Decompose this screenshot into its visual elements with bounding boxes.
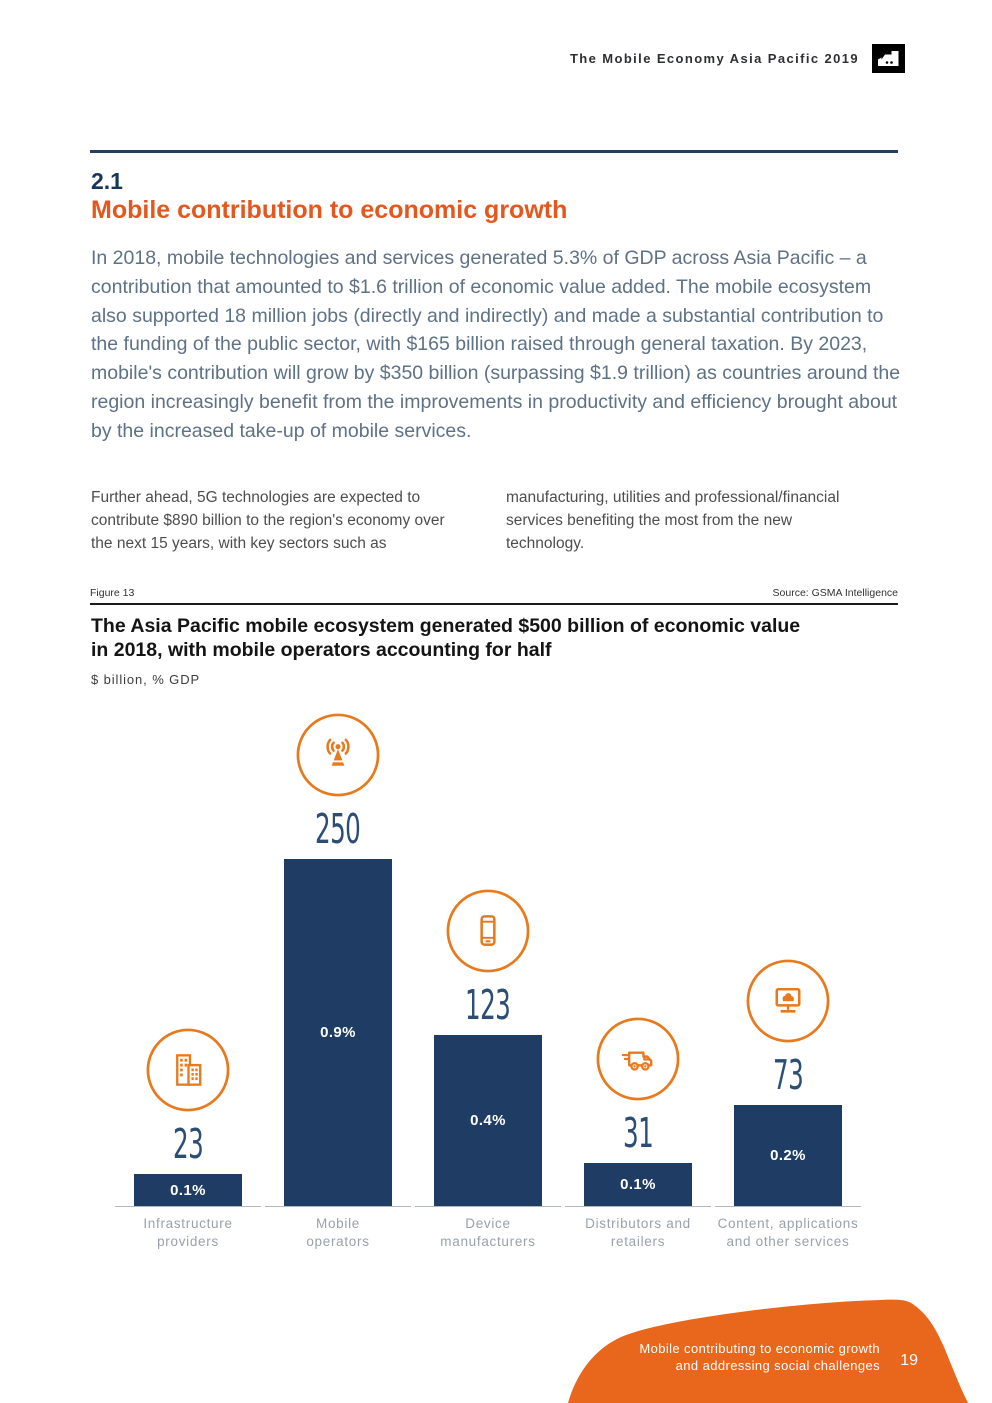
delivery-truck-icon xyxy=(595,1016,681,1102)
bar: 0.4% xyxy=(434,1035,542,1206)
chart-column: 31 0.1% Distributors and retailers xyxy=(563,705,713,1253)
gsma-logo-icon xyxy=(872,44,905,73)
page-number: 19 xyxy=(900,1352,918,1369)
figure-label: Figure 13 xyxy=(90,587,135,599)
bar: 0.1% xyxy=(584,1163,692,1206)
section-divider-rule xyxy=(90,150,898,153)
two-column-text: Further ahead, 5G technologies are expec… xyxy=(91,486,903,555)
chart-column: 123 0.4% Device manufacturers xyxy=(413,705,563,1253)
footer-caption: Mobile contributing to economic growth a… xyxy=(639,1341,880,1374)
bar-percent-label: 0.2% xyxy=(770,1147,806,1164)
figure-title-line2: in 2018, with mobile operators accountin… xyxy=(91,639,552,661)
left-column: Further ahead, 5G technologies are expec… xyxy=(91,486,461,555)
bar-value-label: 23 xyxy=(172,1120,204,1169)
building-icon xyxy=(145,1027,231,1113)
bar: 0.2% xyxy=(734,1105,842,1206)
figure-title: The Asia Pacific mobile ecosystem genera… xyxy=(91,614,800,662)
right-column-text: manufacturing, utilities and professiona… xyxy=(506,489,840,552)
footer-blob-shape xyxy=(568,1299,968,1403)
figure-header-row: Figure 13 Source: GSMA Intelligence xyxy=(90,587,898,599)
bar-percent-label: 0.1% xyxy=(170,1181,206,1199)
footer-caption-line1: Mobile contributing to economic growth xyxy=(639,1341,880,1356)
category-label: Distributors and retailers xyxy=(585,1216,691,1249)
category-label: Infrastructure providers xyxy=(143,1216,233,1249)
figure-units: $ billion, % GDP xyxy=(91,672,201,687)
category-label: Mobile operators xyxy=(306,1216,370,1249)
figure-title-line1: The Asia Pacific mobile ecosystem genera… xyxy=(91,615,801,637)
smartphone-icon xyxy=(445,888,531,974)
bar-percent-label: 0.4% xyxy=(470,1112,506,1129)
bar-percent-label: 0.1% xyxy=(620,1176,656,1193)
radio-tower-icon xyxy=(295,712,381,798)
page-header: The Mobile Economy Asia Pacific 2019 xyxy=(570,44,905,73)
bar-value-label: 123 xyxy=(465,981,511,1030)
chart-column: 250 0.9% Mobile operators xyxy=(263,705,413,1253)
bar-baseline xyxy=(415,1206,561,1207)
figure-rule xyxy=(90,603,898,605)
bar-value-label: 31 xyxy=(622,1109,654,1158)
chart-column: 73 0.2% Content, applications and other ser… xyxy=(713,705,863,1253)
bar-baseline xyxy=(265,1206,411,1207)
section-number: 2.1 xyxy=(91,168,123,194)
right-column: manufacturing, utilities and professiona… xyxy=(506,486,874,555)
bar-baseline xyxy=(115,1206,261,1207)
left-column-text: Further ahead, 5G technologies are expec… xyxy=(91,489,445,552)
footer-caption-line2: and addressing social challenges xyxy=(675,1357,880,1373)
category-label: Device manufacturers xyxy=(440,1216,536,1249)
bar: 0.1% xyxy=(134,1174,242,1206)
report-title: The Mobile Economy Asia Pacific 2019 xyxy=(569,51,859,66)
section-title: Mobile contribution to economic growth xyxy=(91,196,568,224)
bar-value-label: 250 xyxy=(315,805,361,854)
bar-baseline xyxy=(565,1206,711,1207)
category-label: Content, applications and other services xyxy=(717,1216,859,1249)
figure-source: Source: GSMA Intelligence xyxy=(772,587,898,599)
monitor-cloud-icon xyxy=(745,958,831,1044)
intro-paragraph: In 2018, mobile technologies and service… xyxy=(91,247,901,442)
chart: 23 0.1% Infrastructure providers 250 0.9% Mobi… xyxy=(113,705,863,1253)
bar-value-label: 73 xyxy=(772,1051,804,1100)
chart-column: 23 0.1% Infrastructure providers xyxy=(113,705,263,1253)
bar: 0.9% xyxy=(284,859,392,1206)
bar-baseline xyxy=(715,1206,861,1207)
bar-percent-label: 0.9% xyxy=(320,1024,356,1041)
